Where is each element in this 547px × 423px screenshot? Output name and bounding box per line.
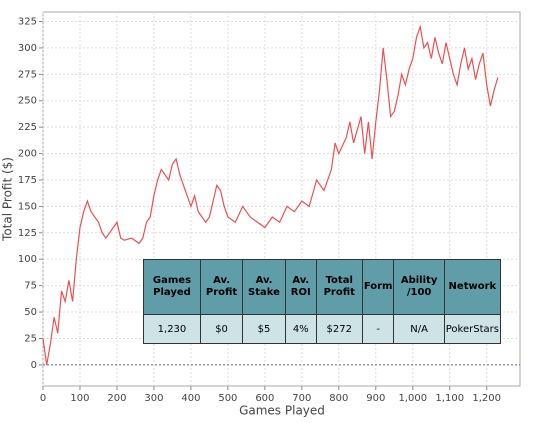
table-cell: - [361,314,395,344]
y-tick-label: 25 [24,333,37,344]
x-tick-label: 1,000 [398,393,427,404]
x-tick-label: 200 [107,393,126,404]
table-cell: PokerStars [443,314,502,344]
table-header: Form [361,258,395,316]
y-tick-label: 175 [18,175,37,186]
x-tick-label: 1,100 [435,393,464,404]
y-tick-label: 200 [18,149,37,160]
table-header: Av. ROI [284,258,317,316]
table-cell: N/A [393,314,445,344]
table-header: Av. Stake [242,258,286,316]
y-tick-label: 225 [18,122,37,133]
table-cell: $5 [242,314,286,344]
x-tick-label: 800 [329,393,348,404]
y-axis-label: Total Profit ($) [1,157,15,242]
x-tick-label: 0 [40,393,46,404]
x-tick-label: 600 [255,393,274,404]
table-header: Total Profit [315,258,363,316]
table-cell: 4% [284,314,317,344]
x-axis-label: Games Played [239,404,325,418]
y-tick-label: 300 [18,43,37,54]
y-tick-label: 250 [18,96,37,107]
x-tick-label: 700 [292,393,311,404]
y-tick-label: 150 [18,201,37,212]
x-tick-label: 900 [366,393,385,404]
x-tick-label: 400 [181,393,200,404]
table-header: Ability /100 [393,258,445,316]
x-tick-label: 1,200 [472,393,501,404]
y-tick-label: 125 [18,228,37,239]
table-row: Games Played Av. Profit Av. Stake Av. ROI To… [143,258,502,316]
table-row: 1,230 $0 $5 4% $272- N/A PokerStars [143,314,502,344]
y-tick-label: 75 [24,281,37,292]
y-tick-label: 0 [31,360,37,371]
y-tick-label: 275 [18,69,37,80]
table-header: Av. Profit [199,258,244,316]
table-cell: 1,230 [143,314,201,344]
y-tick-label: 325 [18,17,37,28]
profit-line [42,24,499,366]
y-tick-label: 50 [24,307,37,318]
y-tick-label: 100 [18,254,37,265]
x-tick-label: 500 [218,393,237,404]
x-tick-label: 100 [70,393,89,404]
stats-table: Games Played Av. Profit Av. Stake Av. ROI To… [143,258,502,344]
table-header: Games Played [143,258,201,316]
table-header: Network [443,258,502,316]
x-tick-label: 300 [144,393,163,404]
table-cell: $272 [315,314,363,344]
table-cell: $0 [199,314,244,344]
